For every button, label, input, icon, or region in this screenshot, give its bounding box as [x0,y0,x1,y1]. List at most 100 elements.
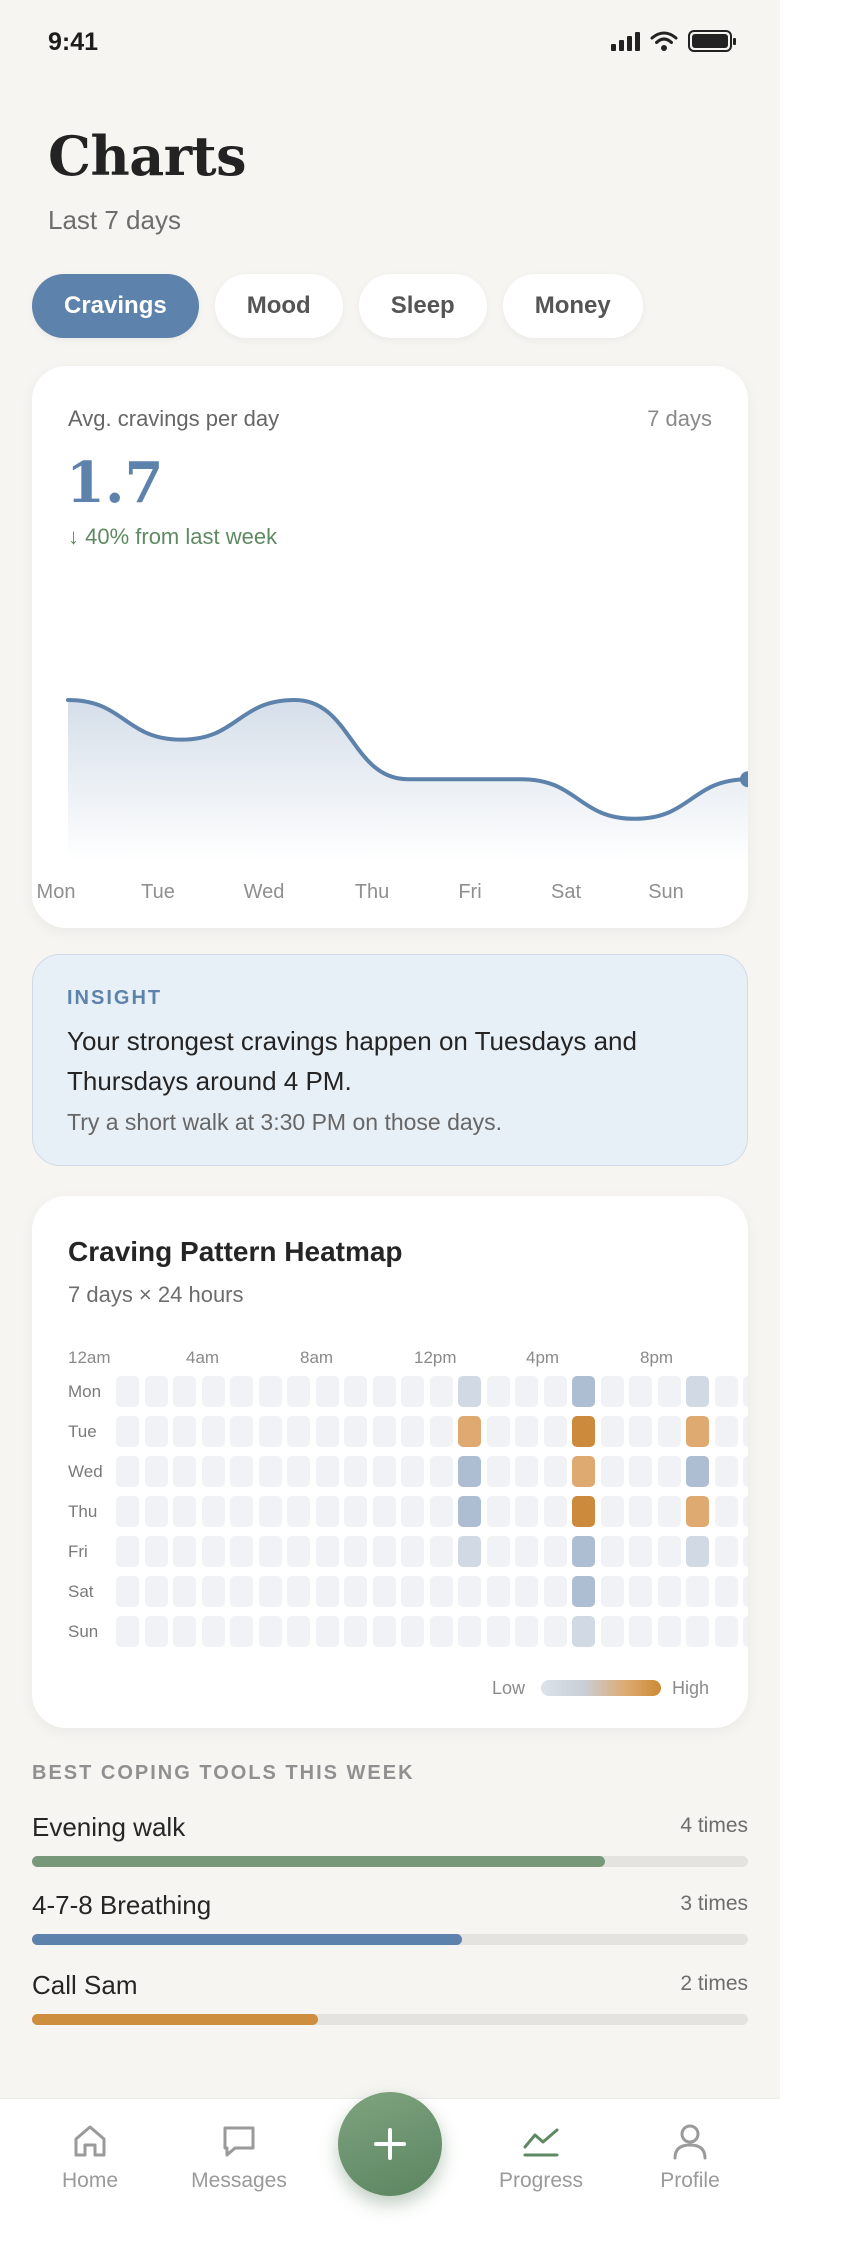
heatmap-cell [173,1416,196,1447]
heatmap-cell [743,1376,748,1407]
heatmap-cell [144,1416,168,1447]
nav-home-label: Home [61,2169,119,2192]
heatmap-cell [201,1376,225,1407]
heatmap-cell [173,1496,196,1527]
heatmap-cell [344,1456,367,1487]
insight-label: INSIGHT [67,987,163,1009]
heatmap-hour-label: 12am [68,1348,111,1367]
heatmap-cell [629,1416,652,1447]
heatmap-day-label: Sun [68,1622,99,1641]
heatmap-cell [714,1576,738,1607]
tool-progress-fill [32,1856,605,1867]
heatmap-cell [144,1536,168,1567]
heatmap-cell [344,1576,367,1607]
app-screen: 9:41 Charts Last 7 days Cravings Mood Sl… [0,0,780,2260]
page-subtitle: Last 7 days [48,205,181,235]
heatmap-cell [344,1416,367,1447]
tab-money[interactable]: Money [502,274,643,338]
heatmap-cell [629,1616,652,1647]
status-time: 9:41 [48,28,99,56]
heatmap-cell [543,1376,567,1407]
x-tick-label-fri: Fri [458,881,481,903]
heatmap-cell [173,1376,196,1407]
tab-sleep[interactable]: Sleep [358,274,487,338]
heatmap-cell [201,1456,225,1487]
insight-tip: Try a short walk at 3:30 PM on those day… [67,1109,503,1135]
heatmap-cell [287,1616,310,1647]
heatmap-cell [657,1456,681,1487]
add-entry-button[interactable] [338,2092,442,2196]
heatmap-hour-label: 8pm [640,1348,674,1367]
heatmap-cell [258,1456,282,1487]
heatmap-cell [315,1536,339,1567]
nav-messages[interactable]: Messages [174,2121,304,2193]
heatmap-day-label: Tue [68,1422,97,1441]
heatmap-cell [116,1376,139,1407]
heatmap-cell [600,1456,624,1487]
progress-chart-icon [523,2128,559,2157]
heatmap-cell [743,1536,748,1567]
heatmap-cell [600,1536,624,1567]
heatmap-cell [429,1376,453,1407]
heatmap-cell [743,1576,748,1607]
heatmap-cell [201,1536,225,1567]
metric-value: 1.7 [66,450,164,516]
heatmap-cell [116,1536,139,1567]
heatmap-cell [230,1416,253,1447]
heatmap-cell [230,1616,253,1647]
insight-text: Your strongest cravings happen on Tuesda… [67,1026,637,1096]
x-tick-label-wed: Wed [244,881,285,903]
heatmap-cell [315,1576,339,1607]
heatmap-cell [287,1536,310,1567]
heatmap-cell [686,1416,709,1447]
heatmap-cell [287,1376,310,1407]
heatmap-cell [401,1576,424,1607]
heatmap-cell [116,1496,139,1527]
cravings-chart-card: Avg. cravings per day 7 days 1.7 ↓ 40% f… [32,366,748,928]
heatmap-cell [372,1536,396,1567]
tool-progress-track [32,1856,748,1867]
heatmap-cell [515,1576,538,1607]
heatmap-cell [258,1416,282,1447]
heatmap-cell [486,1376,510,1407]
heatmap-cell [486,1616,510,1647]
chart-point-sun[interactable] [740,771,748,788]
nav-home[interactable]: Home [25,2121,155,2193]
heatmap-cell [173,1456,196,1487]
heatmap-cell [315,1616,339,1647]
tool-progress-fill [32,2014,319,2025]
heatmap-cell [629,1536,652,1567]
heatmap-cell [600,1576,624,1607]
heatmap-cell [116,1416,139,1447]
heatmap-cell [315,1496,339,1527]
heatmap-cell [258,1376,282,1407]
heatmap-cell [258,1536,282,1567]
message-icon [223,2126,255,2157]
tab-mood[interactable]: Mood [214,274,343,338]
heatmap-cell [572,1456,595,1487]
nav-progress[interactable]: Progress [476,2121,606,2193]
x-tick-label-tue: Tue [141,881,175,903]
heatmap-cell [372,1376,396,1407]
heatmap-cell [173,1536,196,1567]
heatmap-cell [743,1496,748,1527]
heatmap-cell [344,1496,367,1527]
heatmap-cell [686,1376,709,1407]
legend-low-label: Low [492,1678,526,1698]
heatmap-cell [543,1616,567,1647]
heatmap-cell [429,1576,453,1607]
heatmap-cell [401,1416,424,1447]
heatmap-cell [486,1576,510,1607]
x-tick-label-sat: Sat [551,881,581,903]
heatmap-cell [429,1536,453,1567]
heatmap-cell [714,1496,738,1527]
nav-profile[interactable]: Profile [625,2121,755,2193]
tab-cravings[interactable]: Cravings [32,274,199,338]
nav-messages-label: Messages [191,2169,287,2192]
coping-tool-evening-walk: Evening walk 4 times [32,1812,748,1872]
legend-gradient [541,1680,661,1696]
home-icon [74,2125,106,2157]
metric-change: ↓ 40% from last week [68,524,278,549]
heatmap-cell [600,1376,624,1407]
heatmap-cell [287,1456,310,1487]
